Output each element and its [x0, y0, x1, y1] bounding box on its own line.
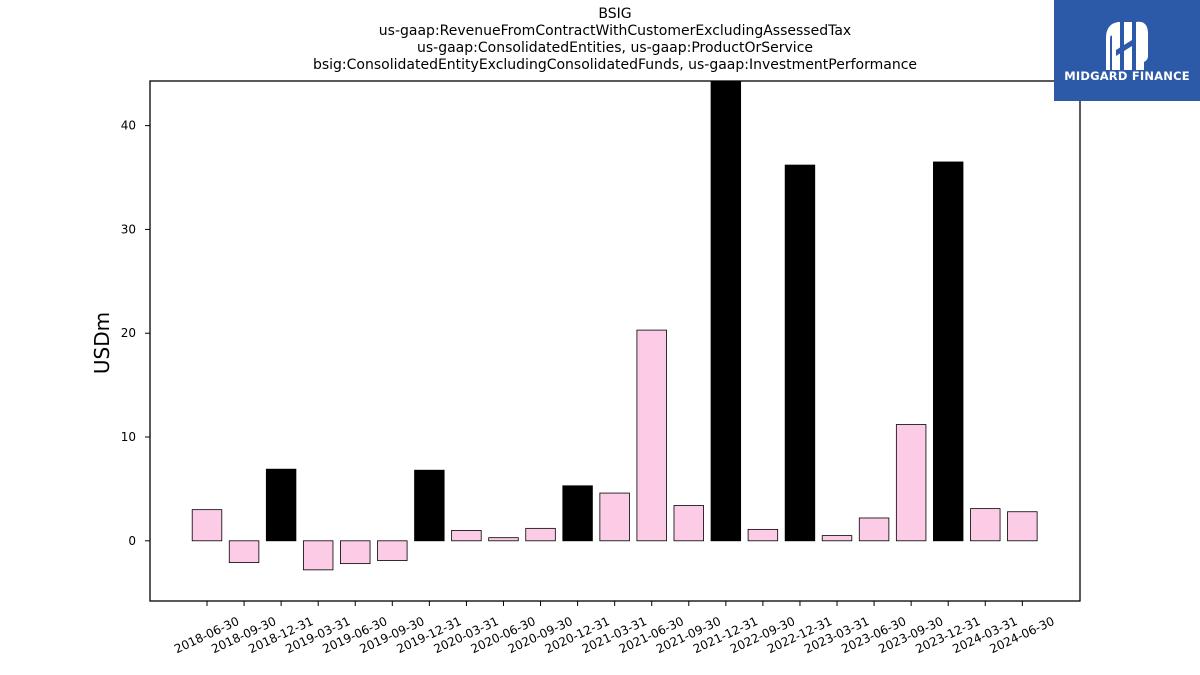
midgard-finance-logo: MIDGARD FINANCE: [1054, 0, 1200, 101]
logo-text: MIDGARD FINANCE: [1064, 69, 1190, 83]
bar-2023-06-30: [858, 517, 890, 542]
bar-2021-12-31: [710, 80, 742, 542]
y-axis-label: USDm: [90, 312, 114, 374]
bar-2018-09-30: [228, 540, 260, 563]
y-tick-label: 30: [121, 222, 136, 236]
bar-2023-12-31: [933, 161, 964, 542]
bar-2023-09-30: [895, 424, 927, 542]
chart-title-line-1: BSIG: [598, 6, 632, 22]
bar-2020-06-30: [488, 537, 519, 542]
bar-2019-03-31: [302, 540, 334, 571]
x-axis: 2018-06-302018-09-302018-12-312019-03-31…: [172, 601, 1057, 656]
bar-2022-12-31: [784, 164, 816, 542]
chart-title-line-3: us-gaap:ConsolidatedEntities, us-gaap:Pr…: [417, 40, 813, 56]
bar-2019-09-30: [377, 540, 408, 561]
bar-2024-03-31: [970, 508, 1001, 542]
bar-2022-09-30: [747, 528, 779, 542]
bars-group: [191, 80, 1038, 571]
chart-title-line-4: bsig:ConsolidatedEntityExcludingConsolid…: [312, 57, 918, 73]
chart-title: BSIG us-gaap:RevenueFromContractWithCust…: [150, 6, 1080, 74]
bar-2020-03-31: [451, 530, 482, 542]
bar-2023-03-31: [821, 535, 853, 542]
bar-2024-06-30: [1007, 511, 1038, 542]
bar-2021-03-31: [599, 492, 630, 542]
chart-title-line-2: us-gaap:RevenueFromContractWithCustomerE…: [378, 23, 852, 39]
bar-2018-12-31: [265, 468, 297, 542]
bar-2019-12-31: [414, 469, 445, 542]
y-axis: 0 10 20 30 40: [121, 119, 150, 548]
bar-2020-09-30: [525, 527, 556, 542]
bar-2018-06-30: [191, 509, 223, 542]
y-tick-label: 40: [121, 119, 136, 133]
y-tick-label: 0: [128, 534, 136, 548]
y-tick-label: 10: [121, 430, 136, 444]
bar-2020-12-31: [562, 485, 593, 542]
bar-2021-06-30: [636, 329, 667, 542]
bar-2019-06-30: [340, 540, 371, 565]
bar-2021-09-30: [673, 505, 704, 542]
y-tick-label: 20: [121, 326, 136, 340]
logo-mark-icon: [1106, 21, 1148, 70]
